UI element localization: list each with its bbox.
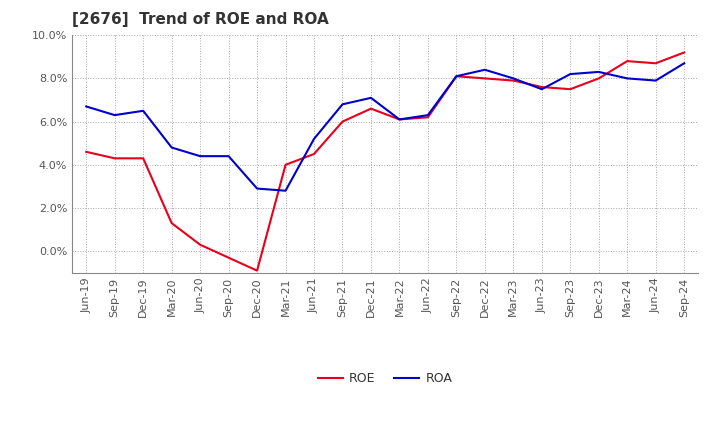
ROE xyxy=(566,87,575,92)
ROA xyxy=(110,113,119,118)
ROA xyxy=(139,108,148,114)
ROA xyxy=(225,154,233,159)
ROE xyxy=(680,50,688,55)
ROE xyxy=(310,151,318,157)
ROE xyxy=(338,119,347,124)
Line: ROA: ROA xyxy=(86,63,684,191)
Text: [2676]  Trend of ROE and ROA: [2676] Trend of ROE and ROA xyxy=(72,12,329,27)
Line: ROE: ROE xyxy=(86,52,684,271)
ROA xyxy=(196,154,204,159)
ROE xyxy=(423,115,432,120)
ROA xyxy=(423,113,432,118)
ROA xyxy=(366,95,375,100)
ROA xyxy=(395,117,404,122)
ROE xyxy=(509,78,518,83)
ROE xyxy=(366,106,375,111)
ROA xyxy=(480,67,489,73)
ROE xyxy=(480,76,489,81)
ROE xyxy=(595,76,603,81)
ROA xyxy=(509,76,518,81)
ROE xyxy=(623,59,631,64)
ROA xyxy=(253,186,261,191)
ROE xyxy=(537,84,546,90)
ROE xyxy=(196,242,204,247)
ROA xyxy=(537,87,546,92)
ROA xyxy=(623,76,631,81)
ROE xyxy=(253,268,261,273)
ROA xyxy=(452,73,461,79)
ROE xyxy=(167,220,176,226)
ROE xyxy=(452,73,461,79)
ROA xyxy=(566,71,575,77)
ROE xyxy=(282,162,290,168)
Legend: ROE, ROA: ROE, ROA xyxy=(313,367,457,390)
ROE xyxy=(139,156,148,161)
ROE xyxy=(395,117,404,122)
ROA xyxy=(680,61,688,66)
ROA xyxy=(82,104,91,109)
ROA xyxy=(595,69,603,74)
ROA xyxy=(282,188,290,193)
ROE xyxy=(652,61,660,66)
ROA xyxy=(310,136,318,142)
ROE xyxy=(110,156,119,161)
ROA xyxy=(652,78,660,83)
ROA xyxy=(338,102,347,107)
ROE xyxy=(82,149,91,154)
ROA xyxy=(167,145,176,150)
ROE xyxy=(225,255,233,260)
